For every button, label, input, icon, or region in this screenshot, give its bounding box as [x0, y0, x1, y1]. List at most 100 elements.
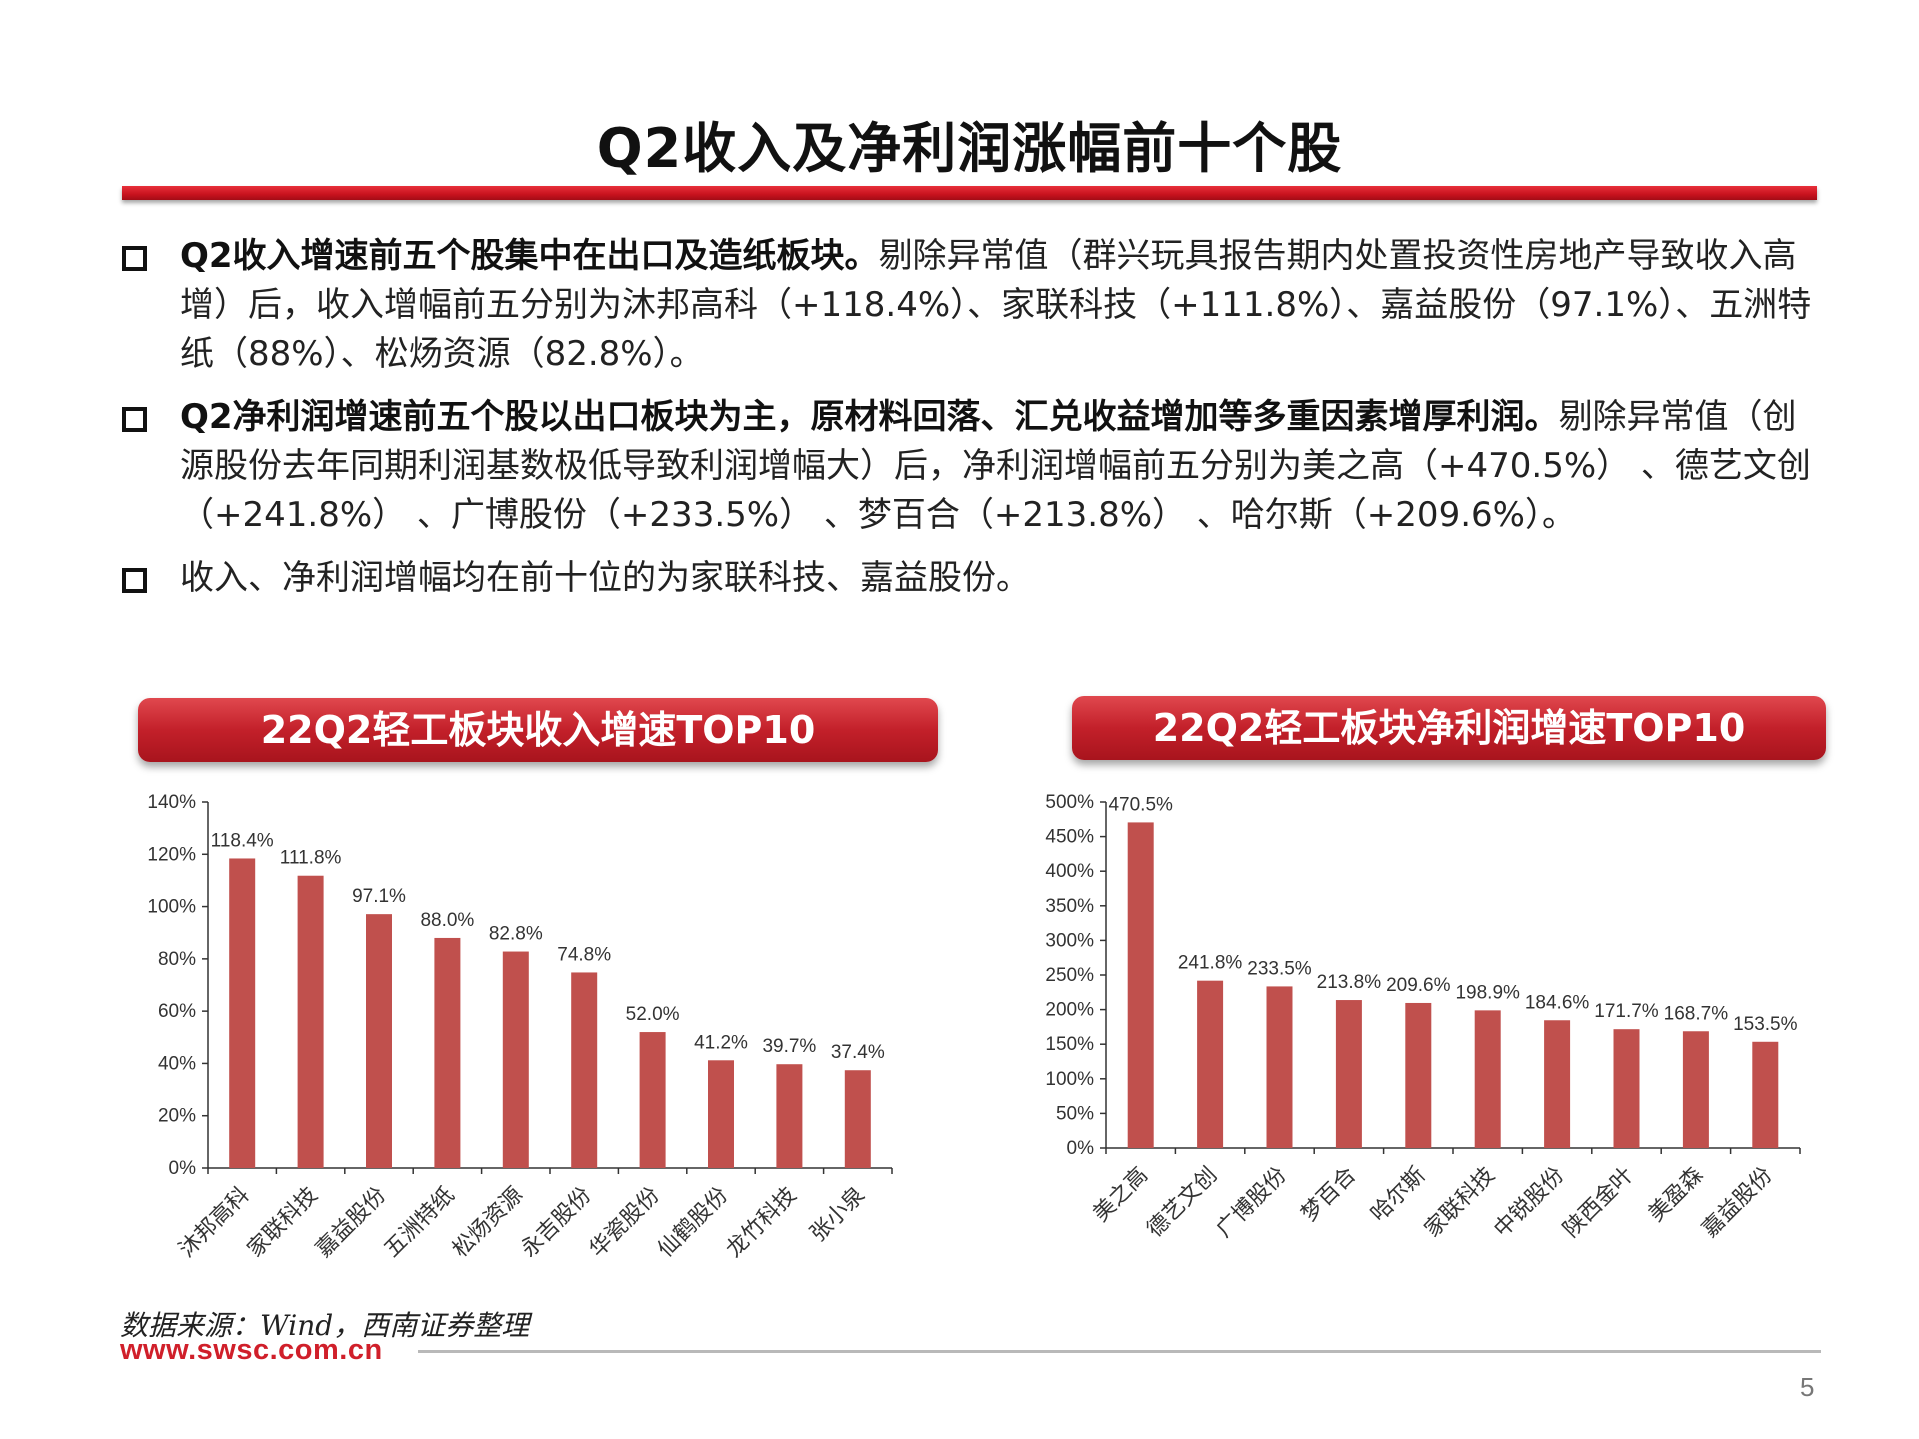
category-label: 张小泉: [806, 1183, 870, 1247]
data-label: 171.7%: [1594, 1001, 1659, 1022]
bullet-item-3: 收入、净利润增幅均在前十位的为家联科技、嘉益股份。: [118, 554, 1828, 603]
category-label: 陕西金叶: [1559, 1163, 1639, 1243]
bar: [1474, 1010, 1501, 1148]
data-label: 41.2%: [694, 1032, 748, 1053]
bar: [1127, 822, 1154, 1148]
bullet-text: 剔除异常值（群兴玩具报告期内处置投资性房地产导致收入高增）后，收入增幅前五分别为…: [180, 236, 1812, 374]
footer-divider: [418, 1350, 1821, 1353]
bar: [1682, 1031, 1709, 1148]
data-label: 213.8%: [1317, 972, 1382, 993]
bar: [1335, 1000, 1362, 1148]
category-label: 永吉股份: [517, 1183, 597, 1263]
category-label: 沐邦高科: [175, 1183, 255, 1263]
bullet-item-2: Q2净利润增速前五个股以出口板块为主，原材料回落、汇兑收益增加等多重因素增厚利润…: [118, 393, 1828, 540]
data-label: 88.0%: [420, 910, 474, 931]
bar: [1266, 986, 1293, 1148]
bar: [366, 914, 392, 1168]
category-label: 美盈森: [1644, 1163, 1708, 1227]
data-label: 39.7%: [762, 1036, 816, 1057]
y-tick-label: 140%: [147, 792, 196, 813]
bar: [844, 1070, 871, 1168]
data-label: 52.0%: [626, 1004, 680, 1025]
y-tick-label: 0%: [1067, 1138, 1095, 1159]
title-underline-bar: [122, 186, 1817, 200]
data-label: 198.9%: [1455, 982, 1520, 1003]
y-tick-label: 350%: [1045, 896, 1094, 917]
bullet-square-icon: [122, 246, 147, 271]
bar: [1405, 1002, 1432, 1148]
bar: [229, 858, 256, 1168]
data-label: 111.8%: [280, 848, 342, 869]
data-label: 82.8%: [489, 924, 543, 945]
bar: [1613, 1029, 1640, 1148]
data-label: 118.4%: [211, 830, 274, 851]
category-label: 美之高: [1089, 1163, 1153, 1227]
y-tick-label: 80%: [158, 949, 196, 970]
bar: [708, 1060, 734, 1168]
bar: [1544, 1020, 1571, 1148]
data-label: 153.5%: [1733, 1014, 1798, 1035]
page-title: Q2收入及净利润涨幅前十个股: [596, 117, 1343, 180]
data-label: 168.7%: [1664, 1003, 1729, 1024]
y-tick-label: 120%: [147, 844, 196, 865]
category-label: 德艺文创: [1142, 1163, 1222, 1243]
y-tick-label: 450%: [1045, 827, 1094, 848]
bullet-text: 收入、净利润增幅均在前十位的为家联科技、嘉益股份。: [180, 558, 1030, 598]
bar: [502, 951, 529, 1168]
bullet-bold-text: Q2收入增速前五个股集中在出口及造纸板块。: [180, 236, 879, 276]
chart-1-title-banner: 22Q2轻工板块收入增速TOP10: [138, 698, 938, 762]
category-label: 家联科技: [243, 1183, 323, 1263]
y-tick-label: 50%: [1056, 1103, 1094, 1124]
revenue-growth-bar-chart: 0% 20% 40% 60% 80% 100% 120% 140% 118.4% 沐邦高科 111.…: [147, 792, 893, 1263]
data-label: 97.1%: [352, 886, 406, 907]
category-label: 中锐股份: [1489, 1163, 1569, 1243]
bullet-square-icon: [122, 568, 147, 593]
net-profit-growth-bar-chart: 0% 50% 100% 150% 200% 250% 300% 350% 400% 450% 500…: [1045, 792, 1801, 1243]
y-tick-label: 300%: [1045, 930, 1094, 951]
data-label: 74.8%: [557, 944, 611, 965]
y-tick-label: 250%: [1045, 965, 1094, 986]
y-tick-label: 0%: [169, 1158, 197, 1179]
y-tick-label: 100%: [1045, 1069, 1094, 1090]
chart-2-title-banner: 22Q2轻工板块净利润增速TOP10: [1072, 696, 1826, 760]
y-tick-label: 500%: [1045, 792, 1094, 813]
category-label: 家联科技: [1420, 1163, 1500, 1243]
data-label: 233.5%: [1247, 958, 1312, 979]
data-label: 37.4%: [831, 1042, 885, 1063]
website-link[interactable]: www.swsc.com.cn: [120, 1334, 383, 1366]
y-tick-label: 40%: [158, 1053, 196, 1074]
data-label: 184.6%: [1525, 992, 1590, 1013]
y-tick-label: 400%: [1045, 861, 1094, 882]
data-source-note: 数据来源：Wind，西南证券整理: [120, 1309, 530, 1342]
bar: [639, 1032, 666, 1168]
y-tick-label: 20%: [158, 1106, 196, 1127]
data-label: 470.5%: [1108, 794, 1173, 815]
bar: [776, 1064, 803, 1168]
data-label: 209.6%: [1386, 975, 1451, 996]
category-label: 广博股份: [1212, 1163, 1292, 1243]
bullet-list: Q2收入增速前五个股集中在出口及造纸板块。剔除异常值（群兴玩具报告期内处置投资性…: [118, 232, 1828, 617]
bullet-bold-text: Q2净利润增速前五个股以出口板块为主，原材料回落、汇兑收益增加等多重因素增厚利润…: [180, 397, 1559, 437]
y-tick-label: 100%: [147, 897, 196, 918]
bullet-square-icon: [122, 407, 147, 432]
bullet-item-1: Q2收入增速前五个股集中在出口及造纸板块。剔除异常值（群兴玩具报告期内处置投资性…: [118, 232, 1828, 379]
bar: [1197, 980, 1224, 1148]
bar: [1752, 1041, 1779, 1148]
category-label: 哈尔斯: [1366, 1163, 1430, 1227]
bar: [571, 972, 598, 1168]
category-label: 梦百合: [1297, 1163, 1361, 1227]
bar: [434, 937, 461, 1168]
y-tick-label: 200%: [1045, 1000, 1094, 1021]
page-number: 5: [1800, 1372, 1815, 1402]
category-label: 仙鹤股份: [653, 1183, 733, 1263]
category-label: 龙竹科技: [722, 1183, 802, 1263]
category-label: 嘉益股份: [311, 1183, 391, 1263]
category-label: 松炀资源: [448, 1183, 528, 1263]
y-tick-label: 60%: [158, 1001, 196, 1022]
category-label: 华瓷股份: [585, 1183, 665, 1263]
bullet-text: 剔除异常值（创源股份去年同期利润基数极低导致利润增幅大）后，净利润增幅前五分别为…: [180, 397, 1811, 535]
category-label: 五洲特纸: [380, 1183, 460, 1263]
category-label: 嘉益股份: [1698, 1163, 1778, 1243]
data-label: 241.8%: [1178, 953, 1243, 974]
y-tick-label: 150%: [1045, 1034, 1094, 1055]
